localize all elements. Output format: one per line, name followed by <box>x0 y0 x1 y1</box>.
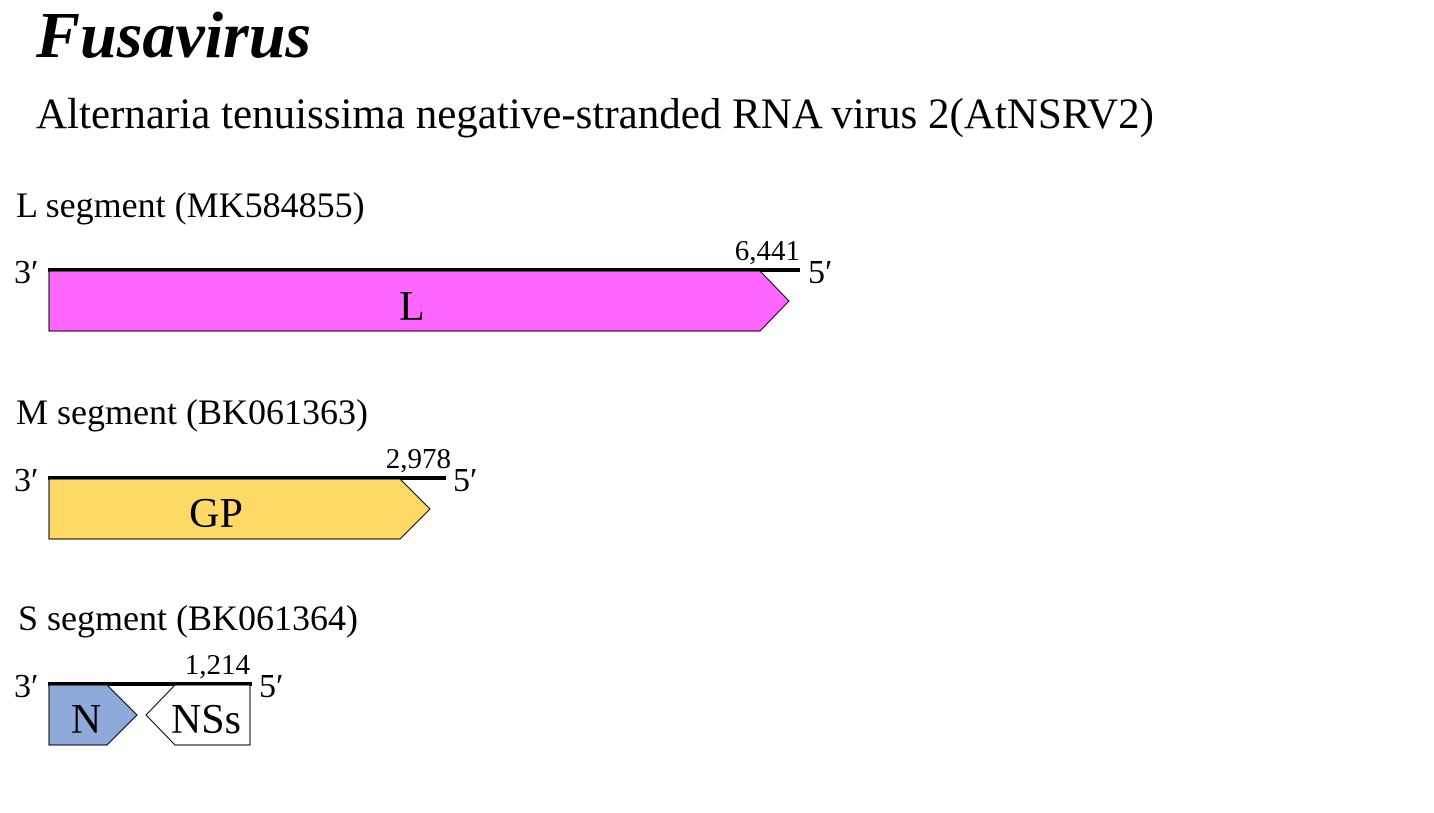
segment-m-label: M segment (BK061363) <box>16 392 368 432</box>
genus-title: Fusavirus <box>35 0 311 72</box>
segment-m: M segment (BK061363) 3′ 2,978 5′ GP <box>14 392 477 540</box>
segment-s: S segment (BK061364) 3′ 1,214 5′ N NSs <box>14 598 358 746</box>
segment-s-length: 1,214 <box>185 649 251 681</box>
orf-l-arrow <box>48 270 790 332</box>
segment-l-3prime: 3′ <box>14 254 38 291</box>
segment-m-5prime: 5′ <box>453 462 477 499</box>
segment-s-label: S segment (BK061364) <box>18 598 358 638</box>
orf-n-arrow <box>48 684 138 746</box>
orf-nss-label: NSs <box>171 697 241 743</box>
segment-m-length: 2,978 <box>386 443 451 475</box>
segment-m-3prime: 3′ <box>14 462 38 499</box>
orf-gp-arrow <box>48 478 431 540</box>
segment-l-label: L segment (MK584855) <box>16 185 365 225</box>
orf-n-label: N <box>71 697 101 743</box>
orf-nss-arrow <box>145 684 251 746</box>
virus-name: Alternaria tenuissima negative-stranded … <box>36 91 1154 138</box>
segment-s-5prime: 5′ <box>259 668 283 705</box>
segment-l-length: 6,441 <box>735 235 800 267</box>
orf-gp-label: GP <box>189 491 243 537</box>
segment-s-3prime: 3′ <box>14 668 38 705</box>
orf-l-label: L <box>399 284 425 330</box>
segment-l: L segment (MK584855) 3′ 6,441 5′ L <box>14 185 832 332</box>
segment-l-5prime: 5′ <box>808 254 832 291</box>
